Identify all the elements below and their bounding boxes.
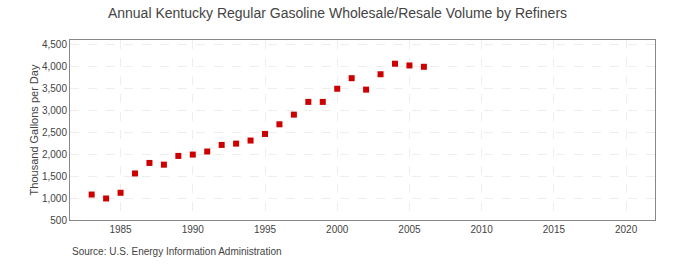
svg-text:3,000: 3,000 <box>42 105 67 116</box>
svg-text:2010: 2010 <box>471 224 494 235</box>
svg-text:500: 500 <box>50 215 67 226</box>
svg-text:1,500: 1,500 <box>42 171 67 182</box>
svg-text:Annual Kentucky Regular Gasoli: Annual Kentucky Regular Gasoline Wholesa… <box>108 5 567 21</box>
svg-text:2000: 2000 <box>326 224 349 235</box>
svg-text:2015: 2015 <box>543 224 566 235</box>
svg-text:4,500: 4,500 <box>42 39 67 50</box>
svg-text:Thousand Gallons per Day: Thousand Gallons per Day <box>28 64 40 195</box>
svg-text:1995: 1995 <box>254 224 277 235</box>
svg-text:4,000: 4,000 <box>42 61 67 72</box>
svg-text:1,000: 1,000 <box>42 193 67 204</box>
svg-text:2,500: 2,500 <box>42 127 67 138</box>
svg-text:2020: 2020 <box>615 224 638 235</box>
svg-text:3,500: 3,500 <box>42 83 67 94</box>
svg-text:2,000: 2,000 <box>42 149 67 160</box>
svg-text:1985: 1985 <box>109 224 132 235</box>
svg-text:1990: 1990 <box>182 224 205 235</box>
svg-text:2005: 2005 <box>398 224 421 235</box>
svg-text:Source: U.S. Energy Informatio: Source: U.S. Energy Information Administ… <box>72 246 282 257</box>
